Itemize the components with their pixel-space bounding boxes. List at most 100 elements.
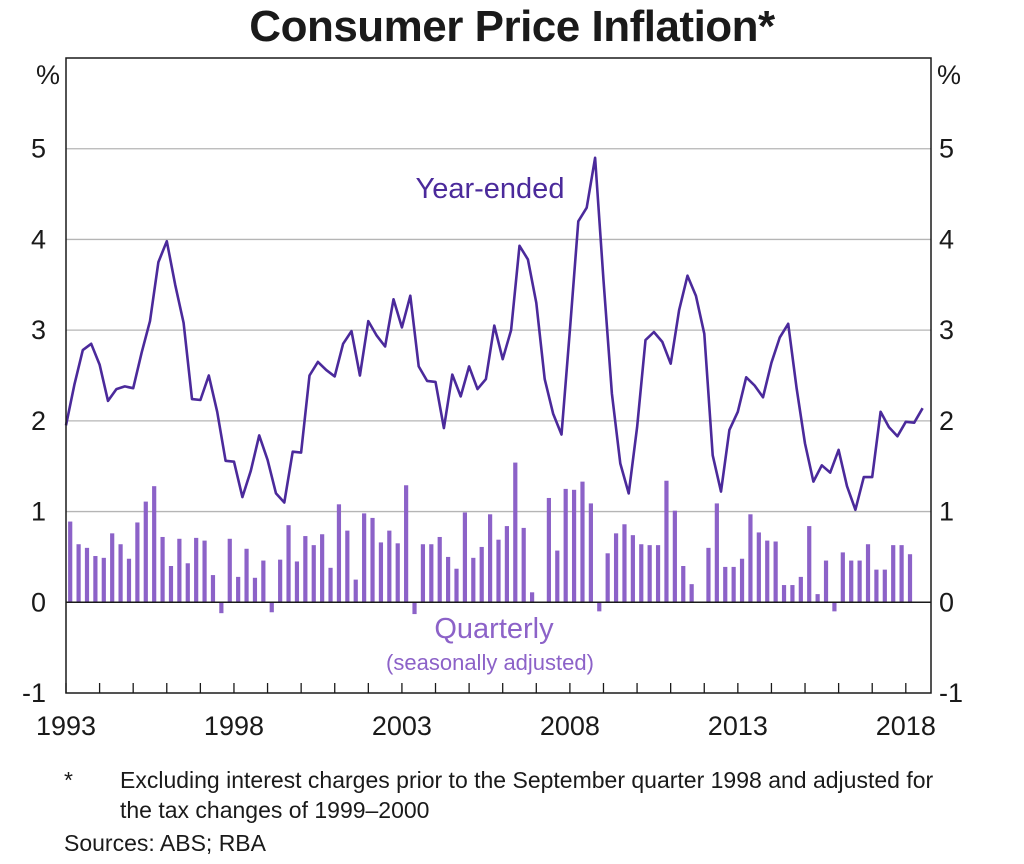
- quarterly-bar: [739, 558, 745, 603]
- y-tick-label-left: 0: [31, 587, 46, 617]
- x-tick-label: 1998: [204, 711, 264, 741]
- quarterly-bar: [622, 524, 627, 603]
- quarterly-bar: [731, 566, 736, 603]
- quarterly-bar: [647, 545, 652, 603]
- quarterly-bar: [387, 530, 392, 603]
- quarterly-bar: [437, 536, 442, 603]
- quarterly-bar: [571, 489, 577, 603]
- quarterly-bar: [765, 540, 770, 603]
- quarterly-bar: [152, 486, 157, 603]
- quarterly-bar: [613, 533, 619, 603]
- quarterly-bar: [446, 556, 451, 603]
- x-tick-label: 2013: [708, 711, 768, 741]
- quarterly-bar: [471, 557, 476, 603]
- plot-border: [65, 57, 932, 694]
- quarterly-bar: [849, 560, 854, 603]
- y-tick-label-right: -1: [939, 678, 963, 708]
- y-tick-label-right: 5: [939, 134, 954, 164]
- quarterly-bar: [823, 560, 829, 603]
- quarterly-bar: [219, 602, 224, 614]
- quarterly-bar: [630, 535, 635, 603]
- gridlines: [66, 148, 931, 513]
- year-ended-line: [64, 156, 924, 512]
- y-unit-label-right: %: [937, 60, 961, 90]
- quarterly-bar: [832, 602, 837, 612]
- quarterly-bar: [168, 566, 174, 603]
- year-ended-label: Year-ended: [416, 173, 565, 205]
- quarterly-bar: [781, 585, 787, 603]
- y-tick-label-right: 2: [939, 406, 954, 436]
- quarterly-bar: [655, 545, 661, 603]
- quarterly-bar: [378, 542, 384, 603]
- axis-labels: -1 -1 0 0 1 1 2 2 3 3 4 4 5 5% % 1993 1998 2003 2008 2013 20…: [22, 60, 963, 741]
- quarterly-bar: [194, 537, 199, 603]
- quarterly-bar: [756, 532, 761, 603]
- chart-title: Consumer Price Inflation*: [249, 2, 775, 51]
- quarterly-bar: [706, 547, 711, 603]
- quarterly-bar: [588, 503, 593, 603]
- quarterly-bar: [278, 559, 283, 603]
- quarterly-bar: [328, 567, 333, 603]
- quarterly-bar: [210, 575, 216, 603]
- y-tick-label-left: 4: [31, 224, 46, 254]
- quarterly-bar: [689, 584, 694, 603]
- quarterly-bar: [546, 497, 551, 603]
- quarterly-bar: [420, 544, 426, 603]
- quarterly-bar: [202, 540, 207, 603]
- quarterly-bar: [227, 538, 232, 603]
- quarterly-bar: [143, 501, 148, 603]
- quarterly-bar: [101, 557, 106, 603]
- quarterly-bar: [294, 561, 300, 603]
- quarterly-bar: [370, 517, 375, 603]
- quarterly-bars: [68, 462, 913, 615]
- quarterly-bar: [404, 485, 409, 603]
- quarterly-bar: [580, 481, 585, 603]
- quarterly-bar: [891, 545, 896, 603]
- y-tick-label-right: 3: [939, 315, 954, 345]
- quarterly-bar: [865, 544, 871, 603]
- y-tick-label-right: 1: [939, 497, 954, 527]
- y-unit-label-left: %: [36, 60, 60, 90]
- sources-note: Sources: ABS; RBA: [64, 830, 266, 856]
- y-tick-label-left: 2: [31, 406, 46, 436]
- quarterly-bar: [874, 569, 879, 603]
- year-ended-series-line: [64, 156, 924, 512]
- quarterly-bar: [882, 569, 887, 603]
- quarterly-bar: [269, 602, 274, 613]
- quarterly-bar: [748, 514, 753, 603]
- footnote-text: Excluding interest charges prior to the …: [120, 767, 934, 823]
- chart-area: -1 -1 0 0 1 1 2 2 3 3 4 4 5 5% % 1993 1998 2003 2008 2013 20…: [22, 57, 963, 741]
- quarterly-bar: [807, 526, 812, 603]
- quarterly-bar: [126, 558, 132, 603]
- quarterly-bar: [723, 566, 728, 603]
- plot-frame: [65, 57, 932, 694]
- quarterly-bar: [429, 544, 434, 603]
- y-tick-label-right: 0: [939, 587, 954, 617]
- quarterly-bar: [185, 563, 190, 603]
- quarterly-bar: [714, 503, 719, 603]
- quarterly-bar: [118, 544, 123, 603]
- quarterly-bar: [899, 545, 904, 603]
- quarterly-bar: [488, 514, 493, 603]
- quarterly-bar: [798, 576, 803, 603]
- quarterly-bar: [252, 577, 258, 603]
- quarterly-bar: [681, 566, 686, 603]
- quarterly-bar: [462, 512, 468, 603]
- y-tick-label-left: 5: [31, 134, 46, 164]
- quarterly-bar: [84, 547, 90, 603]
- quarterly-bar: [639, 544, 644, 603]
- quarterly-bar: [605, 553, 610, 603]
- y-tick-label-right: 4: [939, 224, 954, 254]
- quarterly-bar: [76, 544, 81, 603]
- quarterly-bar: [672, 510, 677, 603]
- quarterly-bar: [177, 538, 182, 603]
- quarterly-bar: [93, 556, 98, 603]
- quarterly-bar: [362, 513, 367, 603]
- quarterly-bar: [160, 536, 165, 603]
- quarterly-bar: [110, 533, 115, 603]
- quarterly-bar: [773, 541, 778, 603]
- quarterly-bar: [353, 579, 358, 603]
- quarterly-bar: [664, 480, 669, 603]
- x-tick-label: 2003: [372, 711, 432, 741]
- quarterly-bar: [244, 548, 249, 603]
